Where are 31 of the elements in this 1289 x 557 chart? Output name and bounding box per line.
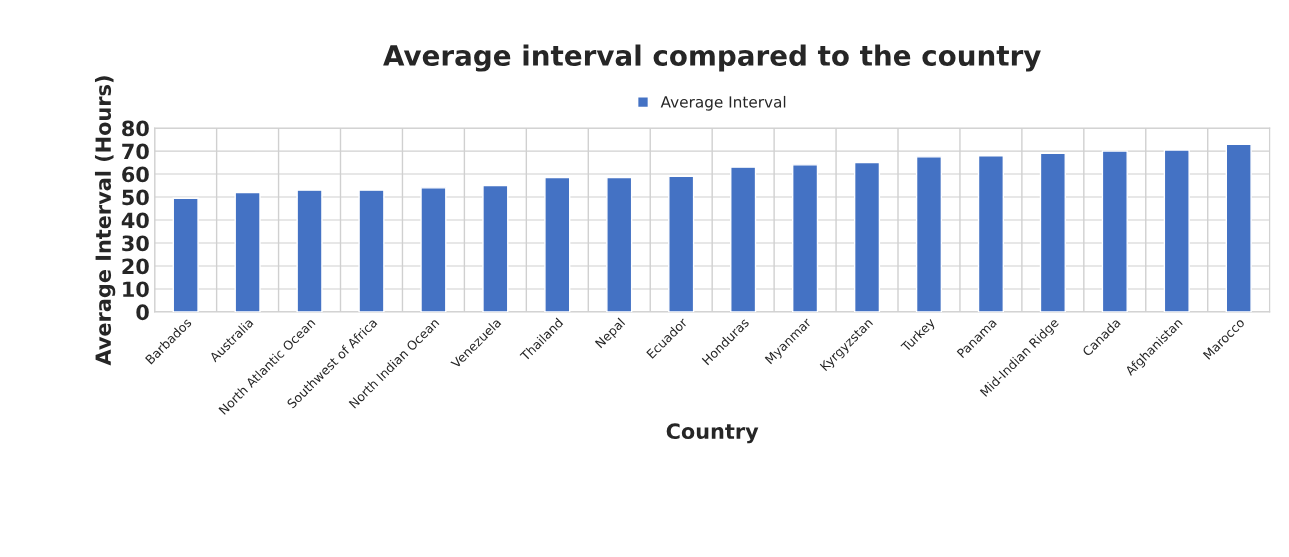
bar: [730, 166, 757, 312]
bar: [1039, 152, 1066, 312]
y-tick-label: 70: [122, 143, 149, 160]
y-tick-label: 10: [123, 281, 149, 298]
bar: [358, 189, 385, 312]
bar: [606, 176, 633, 312]
x-axis-title: Country: [666, 423, 759, 444]
y-tick-label: 0: [136, 304, 149, 321]
bar: [1101, 150, 1128, 312]
bar: [296, 189, 323, 312]
bar: [234, 191, 261, 312]
bar: [420, 187, 447, 312]
bar: [172, 197, 199, 312]
chart-title: Average interval compared to the country: [383, 44, 1041, 72]
bar: [853, 161, 881, 312]
y-tick-label: 20: [122, 258, 149, 275]
bar: [792, 164, 819, 312]
bar: [668, 175, 695, 312]
bar: [1225, 143, 1252, 312]
y-tick-label: 60: [122, 166, 149, 183]
y-tick-label: 80: [122, 120, 149, 137]
legend-label: Average Interval: [660, 95, 786, 111]
y-tick-label: 30: [122, 235, 149, 252]
bar: [977, 154, 1005, 312]
bar: [1163, 149, 1190, 312]
y-tick-label: 40: [121, 212, 149, 229]
bar: [544, 176, 571, 312]
y-axis-title: Average Interval (Hours): [94, 76, 116, 366]
y-tick-label: 50: [122, 189, 149, 206]
bar: [915, 156, 943, 312]
bar: [482, 184, 509, 312]
